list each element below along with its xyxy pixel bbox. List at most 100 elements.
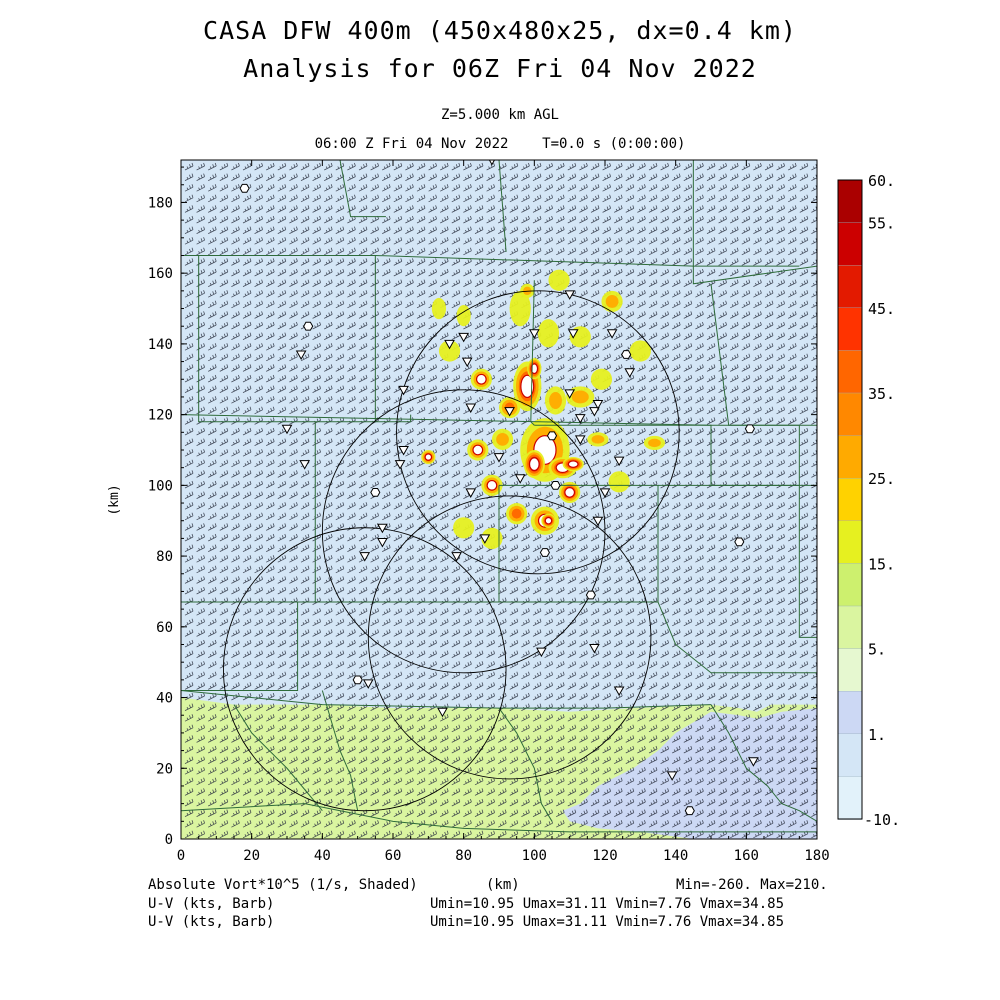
radar-site-triangle [567,329,579,339]
radar-site-triangle [528,329,540,339]
county-line [530,280,535,426]
y-tick-label: 0 [165,832,173,848]
radar-range-rings [222,290,680,812]
y-tick-label: 160 [148,266,173,282]
radar-site-triangle [398,385,409,396]
wind-label-1: U-V (kts, Barb) [148,896,275,912]
radar-site-triangle [613,686,625,696]
wind-label-2: U-V (kts, Barb) [148,914,275,930]
county-line [692,160,817,285]
radar-site-triangle [574,414,586,424]
county-line [233,704,323,812]
county-line [710,704,817,822]
colorbar-label: 15. [868,555,895,573]
y-tick-label: 100 [148,478,173,494]
radar-site-triangle [589,407,600,417]
vorticity-cell-core [520,374,535,399]
radar-site-triangle [394,460,406,470]
radar-site-hexagon [621,350,632,359]
radar-site-triangle [666,771,678,781]
colorbar-bin [837,733,863,778]
radar-site-triangle [748,757,759,767]
range-ring [321,389,606,674]
wind-stats-1: Umin=10.95 Umax=31.11 Vmin=7.76 Vmax=34.… [430,896,785,912]
county-line [181,803,817,833]
radar-site-hexagon [239,183,250,193]
radar-site-triangle [377,523,388,534]
field-label: Absolute Vort*10^5 (1/s, Shaded) [148,877,418,893]
shaded-regions [181,697,817,839]
radar-site-triangle [504,407,515,417]
plot-axes: 0 20 40 60 80 100 120 140 160 180 0 20 40 60 80 100 120 1… [148,159,830,864]
radar-site-triangle [606,329,618,339]
vorticity-cell [549,391,562,409]
colorbar-bin [837,392,863,437]
radar-site-hexagon [370,488,381,497]
radar-site-hexagon [684,806,695,816]
x-tick-label: 100 [522,848,547,864]
colorbar-label: 5. [868,641,886,659]
colorbar-label: 35. [868,385,895,403]
radar-site-triangle [362,679,374,689]
vorticity-cell [608,471,630,493]
y-tick-label: 60 [156,620,173,636]
colorbar-bin [837,307,863,352]
vorticity-cell-core [564,487,576,498]
radar-site-triangle [624,368,636,378]
vorticity-cell-core [528,457,540,472]
x-tick-label: 60 [385,848,402,864]
level-label: Z=5.000 km AGL [440,107,559,123]
vorticity-cell-core [475,373,487,385]
vorticity-cell [496,432,509,446]
colorbar-bin [837,520,863,565]
vorticity-cell [481,527,503,550]
radar-site-triangle [281,424,293,435]
vorticity-cell [571,390,589,404]
range-ring [367,495,652,780]
radar-site-triangle [514,474,526,484]
radar-site-hexagon [550,481,561,490]
southeast-blue-patch [562,708,817,839]
radar-site-hexagon [734,537,745,547]
vorticity-cell [537,319,560,348]
radar-site-triangle [437,707,448,718]
chart-title: CASA DFW 400m (450x480x25, dx=0.4 km) [203,16,797,45]
colorbar-bin [837,265,863,309]
radar-site-triangle [613,456,625,467]
county-line [710,283,800,486]
radar-site-triangle [295,350,307,361]
radar-site-triangle [589,644,600,654]
time-label: 06:00 Z Fri 04 Nov 2022 T=0.0 s (0:00:00… [314,136,686,152]
y-tick-label: 180 [148,195,173,211]
colorbar-label: -10. [864,811,900,829]
county-line [498,707,553,822]
x-tick-label: 0 [177,848,185,864]
x-tick-label: 40 [314,848,331,864]
x-tick-label: 180 [804,848,829,864]
colorbar-bin [837,605,863,650]
y-tick-label: 120 [148,408,173,424]
county-line [499,484,659,603]
colorbar-bin [837,563,863,607]
colorbar-label: 25. [868,470,895,488]
radar-site-triangle [564,290,576,300]
vorticity-cell-core [486,479,498,491]
colorbar-bin [837,691,863,735]
colorbar-bin [837,435,863,479]
range-ring [222,527,507,812]
x-axis-unit-label: (km) [486,877,520,893]
x-tick-label: 20 [243,848,260,864]
x-tick-label: 120 [592,848,617,864]
county-boundaries [181,160,817,833]
colorbar-bin [837,350,863,394]
y-tick-label: 40 [156,691,173,707]
radar-site-triangle [359,552,371,562]
radar-site-hexagon [539,548,550,557]
colorbar-bin [837,222,863,266]
chart-subtitle: Analysis for 06Z Fri 04 Nov 2022 [243,54,757,83]
radar-site-triangle [465,403,477,414]
radar-site-triangle [574,435,586,445]
radar-site-triangle [398,445,409,456]
colorbar-bin [837,648,863,692]
